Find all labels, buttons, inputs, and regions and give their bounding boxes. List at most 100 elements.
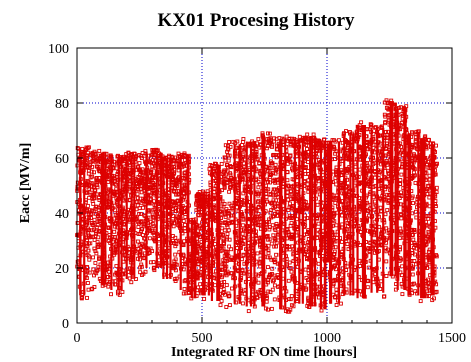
data-point (266, 248, 271, 253)
data-point (173, 244, 178, 249)
data-point (174, 276, 179, 281)
data-point (173, 235, 178, 240)
data-point (333, 263, 338, 268)
data-point (333, 139, 338, 144)
data-point (345, 195, 350, 200)
data-point (413, 209, 418, 214)
y-tick-label: 0 (62, 317, 69, 332)
data-point (433, 204, 438, 209)
data-point (223, 250, 228, 255)
data-point (384, 259, 389, 264)
data-point (113, 282, 117, 287)
data-point (271, 214, 276, 219)
data-point (147, 209, 152, 214)
data-point (174, 181, 179, 186)
data-point (345, 264, 350, 269)
data-point (195, 288, 200, 293)
data-point (357, 167, 362, 172)
data-point (92, 237, 97, 242)
data-point (314, 151, 318, 156)
data-point (319, 308, 324, 313)
data-point (195, 239, 199, 244)
data-point (304, 152, 308, 157)
data-point (235, 246, 240, 250)
data-point (358, 151, 363, 156)
data-point (264, 146, 269, 151)
data-point (285, 178, 290, 183)
data-point (75, 221, 80, 225)
data-point (396, 106, 401, 110)
data-point (182, 151, 187, 156)
data-point (272, 283, 277, 288)
data-point (265, 280, 270, 285)
data-point (94, 183, 99, 188)
data-point (284, 134, 289, 139)
data-point (385, 208, 390, 213)
data-point (135, 219, 140, 224)
data-point (383, 175, 388, 180)
data-point (241, 137, 246, 141)
data-point (384, 226, 389, 231)
data-point (315, 284, 320, 289)
data-point (322, 137, 326, 142)
data-point (106, 264, 111, 269)
data-point (225, 225, 230, 230)
data-point (241, 167, 246, 172)
y-tick-label: 100 (48, 42, 69, 57)
chart-title: KX01 Procesing History (157, 10, 355, 31)
data-point (286, 208, 291, 212)
data-point (147, 185, 152, 190)
data-point (138, 257, 142, 262)
data-point (225, 169, 230, 174)
data-point (269, 201, 274, 206)
data-point (315, 235, 319, 240)
data-point (94, 176, 99, 181)
data-point (227, 221, 232, 226)
data-point (92, 246, 97, 251)
data-point (106, 274, 110, 279)
data-point (85, 281, 90, 285)
data-point (197, 207, 201, 212)
data-point (315, 227, 320, 232)
data-point (316, 261, 321, 266)
y-axis-label: Eacc [MV/m] (18, 143, 33, 223)
data-point (92, 170, 96, 175)
data-point (220, 226, 225, 231)
data-point (266, 179, 270, 184)
data-point (85, 164, 90, 169)
data-point (149, 201, 154, 206)
data-point (286, 278, 291, 283)
data-point (226, 209, 231, 214)
data-point (196, 262, 201, 267)
data-point (256, 223, 261, 228)
data-point (303, 287, 308, 292)
data-point (378, 156, 383, 161)
data-point (241, 235, 246, 240)
data-point (303, 248, 308, 253)
data-point (240, 212, 245, 217)
data-point (207, 166, 212, 171)
data-point (149, 171, 154, 175)
data-point (90, 151, 95, 155)
data-point (435, 161, 439, 166)
data-point (212, 190, 217, 195)
data-point (399, 257, 404, 262)
data-point (181, 219, 186, 223)
data-point (226, 178, 231, 182)
data-point (87, 270, 92, 275)
data-point (311, 132, 316, 137)
data-point (257, 161, 262, 166)
data-point (172, 259, 177, 264)
data-point (105, 205, 110, 210)
data-point (224, 283, 229, 288)
data-point (105, 194, 110, 199)
data-point (194, 222, 199, 227)
data-point (372, 207, 377, 212)
data-point (256, 280, 261, 285)
data-point (255, 200, 260, 205)
data-point (219, 161, 224, 166)
data-point (139, 154, 144, 159)
data-point (141, 205, 145, 210)
data-point (171, 171, 176, 176)
data-point (95, 180, 100, 185)
